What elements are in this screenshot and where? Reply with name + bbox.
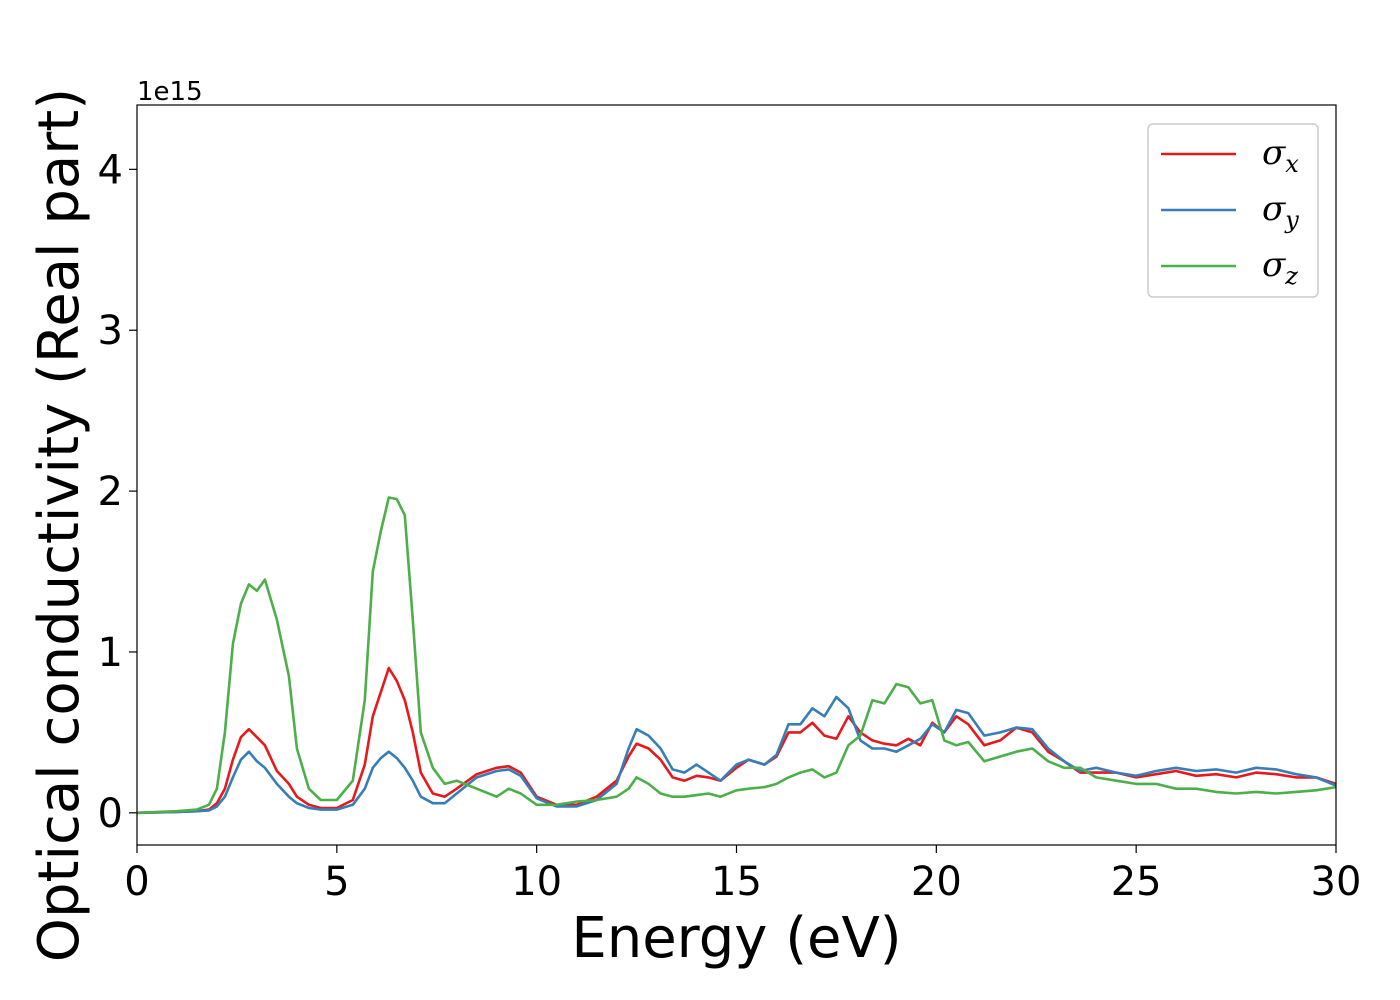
y-offset-label: 1e15 — [137, 77, 203, 107]
x-tick-label: 25 — [1111, 859, 1162, 905]
series-layer — [136, 496, 1337, 815]
x-tick-label: 15 — [711, 859, 762, 905]
y-tick-label: 3 — [98, 308, 123, 354]
series-line-z — [136, 496, 1337, 815]
y-tick-label: 0 — [98, 791, 123, 837]
x-tick-label: 20 — [911, 859, 962, 905]
legend-label-x: σx — [1262, 133, 1299, 178]
y-tick-label: 4 — [98, 147, 123, 193]
y-axis-title: Optical conductivity (Real part) — [27, 88, 92, 962]
x-axis-title: Energy (eV) — [571, 906, 901, 971]
x-tick-label: 0 — [124, 859, 149, 905]
ticks-layer: 0 5 10 15 20 25 30 0 1 2 3 4 — [98, 147, 1362, 905]
x-tick-label: 10 — [511, 859, 562, 905]
y-tick-label: 1 — [98, 630, 123, 676]
y-tick-label: 2 — [98, 469, 123, 515]
series-line-y — [136, 695, 1337, 815]
x-tick-label: 30 — [1311, 859, 1362, 905]
x-tick-label: 5 — [324, 859, 349, 905]
